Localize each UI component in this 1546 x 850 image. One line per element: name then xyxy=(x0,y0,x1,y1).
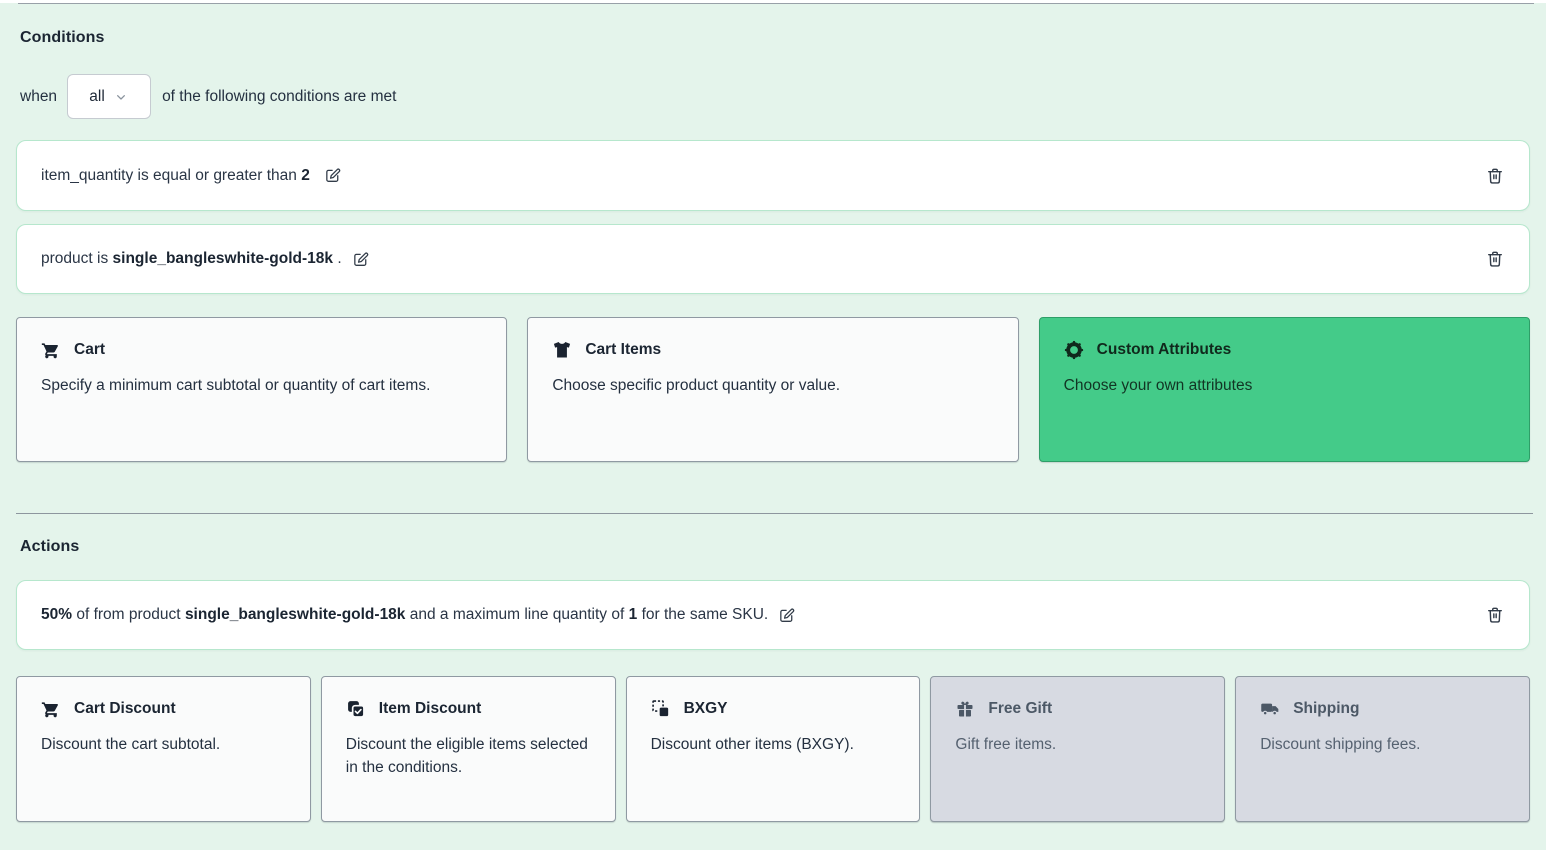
action-row: 50% of from product single_bangleswhite-… xyxy=(16,580,1530,650)
item-discount-icon xyxy=(346,699,366,719)
tshirt-icon xyxy=(552,340,572,360)
card-description: Discount shipping fees. xyxy=(1260,736,1421,753)
edit-action-button[interactable] xyxy=(778,607,795,624)
edit-icon xyxy=(353,251,368,266)
condition-card-cart[interactable]: Cart Specify a minimum cart subtotal or … xyxy=(16,317,508,462)
card-title: BXGY xyxy=(683,700,728,717)
condition-row: product is single_bangleswhite-gold-18k … xyxy=(16,224,1530,294)
conditions-heading: Conditions xyxy=(20,29,105,46)
condition-value: single_bangleswhite-gold-18k xyxy=(112,250,334,267)
top-divider xyxy=(18,3,1534,4)
cart-icon xyxy=(41,699,61,719)
trash-icon xyxy=(1488,251,1502,267)
gift-icon xyxy=(955,699,975,719)
match-type-select[interactable]: all xyxy=(67,74,152,119)
truck-icon xyxy=(1260,699,1280,719)
when-suffix: of the following conditions are met xyxy=(162,87,397,105)
card-title: Item Discount xyxy=(378,700,482,717)
card-title: Cart Items xyxy=(585,341,662,358)
card-title: Free Gift xyxy=(988,700,1053,717)
actions-heading: Actions xyxy=(20,538,80,555)
condition-part: item_quantity is equal or greater than xyxy=(41,166,297,184)
condition-card-cart-items[interactable]: Cart Items Choose specific product quant… xyxy=(527,317,1019,462)
card-description: Choose your own attributes xyxy=(1063,377,1253,394)
card-title: Custom Attributes xyxy=(1096,341,1232,358)
bxgy-icon xyxy=(651,699,671,719)
action-card-cart-discount[interactable]: Cart Discount Discount the cart subtotal… xyxy=(16,676,311,822)
top-gutter xyxy=(0,0,1546,3)
gear-icon xyxy=(1063,340,1084,360)
card-title: Shipping xyxy=(1293,700,1360,717)
when-label: when xyxy=(20,87,58,105)
action-card-item-discount[interactable]: Item Discount Discount the eligible item… xyxy=(320,676,616,822)
trash-icon xyxy=(1488,168,1502,184)
action-part: and a maximum line quantity of xyxy=(409,606,625,623)
section-divider xyxy=(16,513,1533,514)
card-description: Specify a minimum cart subtotal or quant… xyxy=(41,377,431,394)
condition-card-custom-attributes[interactable]: Custom Attributes Choose your own attrib… xyxy=(1038,317,1530,462)
action-value: 1 xyxy=(628,606,638,623)
condition-match-row: when all of the following conditions are… xyxy=(20,74,396,119)
edit-condition-button[interactable] xyxy=(324,167,341,184)
action-card-free-gift: Free Gift Gift free items. xyxy=(930,676,1226,822)
card-title: Cart Discount xyxy=(74,700,176,717)
action-value: 50% xyxy=(41,606,73,623)
delete-condition-button[interactable] xyxy=(1485,249,1505,269)
action-type-cards: Cart Discount Discount the cart subtotal… xyxy=(16,676,1530,822)
delete-action-button[interactable] xyxy=(1485,605,1505,625)
action-card-bxgy[interactable]: BXGY Discount other items (BXGY). xyxy=(625,676,921,822)
action-card-shipping: Shipping Discount shipping fees. xyxy=(1235,676,1530,822)
condition-type-cards: Cart Specify a minimum cart subtotal or … xyxy=(16,317,1530,462)
card-description: Discount the cart subtotal. xyxy=(41,736,221,753)
condition-part: product is xyxy=(41,250,109,267)
action-text: 50% of from product single_bangleswhite-… xyxy=(41,606,795,624)
action-part: for the same SKU. xyxy=(641,606,769,623)
edit-icon xyxy=(780,607,795,622)
chevron-down-icon xyxy=(116,94,125,100)
match-type-value: all xyxy=(89,87,105,105)
cart-icon xyxy=(41,340,61,360)
card-description: Choose specific product quantity or valu… xyxy=(552,377,841,394)
condition-text: item_quantity is equal or greater than 2 xyxy=(41,167,341,185)
card-description: Gift free items. xyxy=(955,736,1057,753)
condition-part: . xyxy=(337,250,342,267)
condition-text: product is single_bangleswhite-gold-18k … xyxy=(41,250,369,268)
card-description: Discount other items (BXGY). xyxy=(650,736,854,753)
delete-condition-button[interactable] xyxy=(1485,166,1505,186)
condition-value: 2 xyxy=(301,166,310,184)
condition-row: item_quantity is equal or greater than 2 xyxy=(16,140,1530,211)
edit-icon xyxy=(326,168,341,182)
edit-condition-button[interactable] xyxy=(352,251,369,268)
trash-icon xyxy=(1488,607,1502,623)
action-part: of from product xyxy=(76,606,181,623)
card-description: Discount the eligible items selected in … xyxy=(345,736,588,777)
action-value: single_bangleswhite-gold-18k xyxy=(184,606,406,623)
card-title: Cart xyxy=(74,341,106,358)
